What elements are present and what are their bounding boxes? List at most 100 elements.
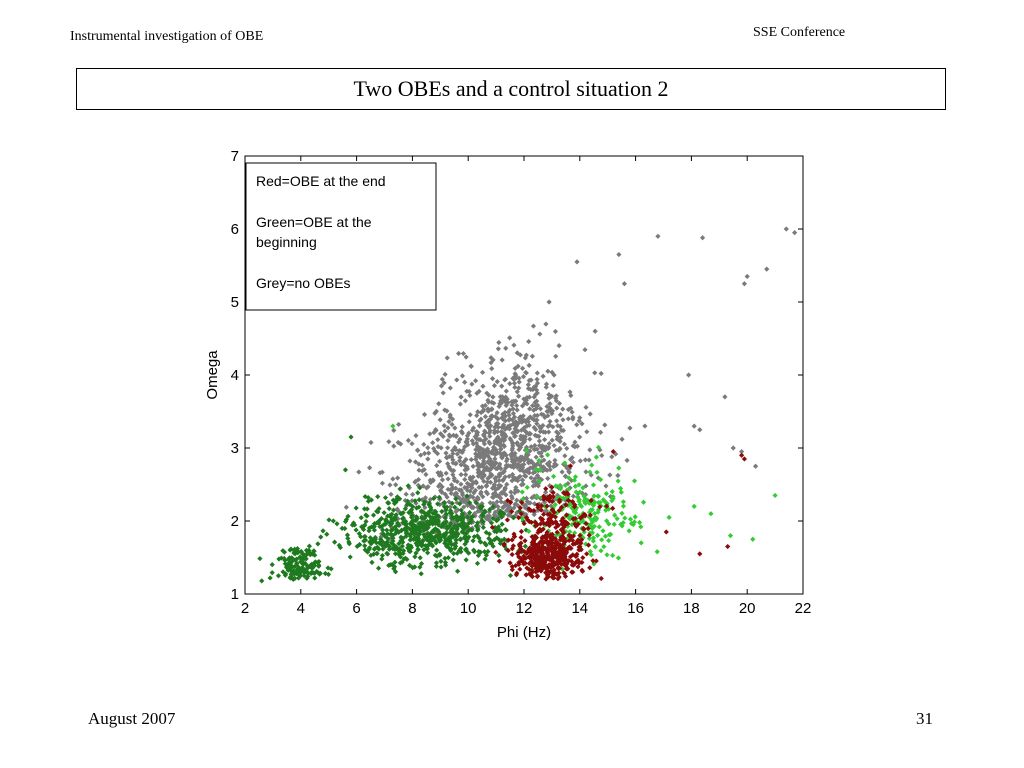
scatter-point [466, 430, 472, 436]
scatter-point [387, 514, 394, 520]
scatter-point [369, 559, 375, 565]
scatter-point [399, 535, 405, 541]
scatter-point [518, 511, 524, 517]
scatter-point [556, 483, 563, 489]
scatter-point [342, 525, 348, 532]
scatter-point [607, 493, 614, 500]
scatter-point [501, 450, 507, 456]
scatter-point [487, 428, 493, 434]
scatter-point [575, 564, 581, 570]
scatter-point [480, 494, 486, 500]
scatter-point [481, 478, 487, 484]
scatter-point [537, 540, 543, 546]
scatter-point [424, 545, 430, 552]
scatter-point [547, 418, 553, 425]
scatter-point [494, 379, 500, 385]
scatter-point [512, 501, 518, 507]
scatter-point [320, 528, 326, 534]
scatter-point [741, 456, 748, 462]
scatter-point [573, 540, 579, 546]
scatter-point [523, 527, 529, 533]
scatter-point [398, 441, 404, 447]
scatter-point [488, 473, 494, 479]
scatter-point [486, 392, 492, 398]
scatter-point [432, 520, 438, 527]
scatter-point [581, 493, 587, 499]
scatter-point [479, 484, 485, 490]
scatter-point [380, 531, 386, 537]
scatter-point [519, 515, 526, 522]
scatter-point [477, 454, 483, 461]
scatter-point [466, 534, 472, 540]
scatter-point [375, 565, 382, 571]
scatter-point [531, 546, 537, 552]
scatter-point [413, 514, 420, 520]
scatter-point [589, 525, 595, 531]
scatter-point [449, 518, 455, 525]
scatter-point [502, 431, 508, 437]
scatter-point [510, 410, 517, 417]
scatter-point [305, 573, 311, 579]
scatter-point [454, 451, 460, 457]
scatter-point [434, 450, 441, 457]
scatter-point [493, 465, 499, 472]
scatter-point [546, 516, 552, 522]
scatter-point [419, 462, 425, 468]
scatter-point [435, 501, 441, 507]
scatter-point [423, 543, 429, 549]
scatter-point [549, 498, 555, 505]
scatter-point [471, 547, 477, 553]
scatter-point [570, 562, 577, 568]
scatter-point [493, 487, 499, 493]
scatter-point [529, 559, 535, 565]
scatter-point [452, 504, 458, 510]
scatter-point [415, 476, 422, 483]
scatter-point [438, 523, 444, 530]
scatter-point [510, 515, 517, 521]
scatter-point [577, 415, 583, 421]
scatter-point [541, 457, 547, 463]
scatter-point [476, 535, 482, 541]
scatter-point [490, 503, 496, 510]
scatter-point [475, 504, 481, 510]
scatter-point [339, 525, 345, 531]
scatter-point [534, 574, 540, 580]
scatter-point [554, 418, 560, 424]
scatter-point [388, 491, 394, 497]
scatter-point [550, 463, 557, 470]
scatter-point [379, 523, 385, 530]
scatter-point [463, 546, 469, 552]
scatter-point [473, 523, 479, 529]
scatter-point [638, 524, 644, 530]
scatter-point [697, 551, 703, 557]
scatter-point [447, 385, 453, 391]
scatter-point [565, 497, 572, 503]
scatter-point [750, 536, 756, 542]
scatter-point [490, 491, 496, 497]
scatter-point [285, 557, 292, 563]
scatter-point [495, 485, 502, 491]
scatter-point [532, 392, 539, 398]
scatter-point [513, 484, 519, 491]
scatter-point [516, 375, 522, 381]
scatter-point [566, 465, 573, 472]
scatter-point [498, 400, 504, 406]
scatter-point [280, 548, 286, 554]
scatter-point [486, 439, 492, 445]
scatter-point [358, 515, 364, 521]
scatter-point [495, 516, 501, 522]
scatter-point [600, 497, 607, 503]
scatter-point [739, 452, 745, 458]
scatter-point [565, 406, 572, 413]
scatter-point [478, 445, 484, 451]
scatter-point [416, 536, 422, 542]
scatter-point [548, 569, 554, 575]
scatter-point [519, 403, 526, 409]
scatter-point [494, 410, 500, 416]
scatter-point [552, 457, 558, 463]
scatter-point [516, 447, 522, 453]
scatter-point [535, 558, 541, 564]
scatter-point [380, 546, 386, 552]
scatter-point [535, 548, 541, 555]
scatter-point [347, 554, 353, 560]
